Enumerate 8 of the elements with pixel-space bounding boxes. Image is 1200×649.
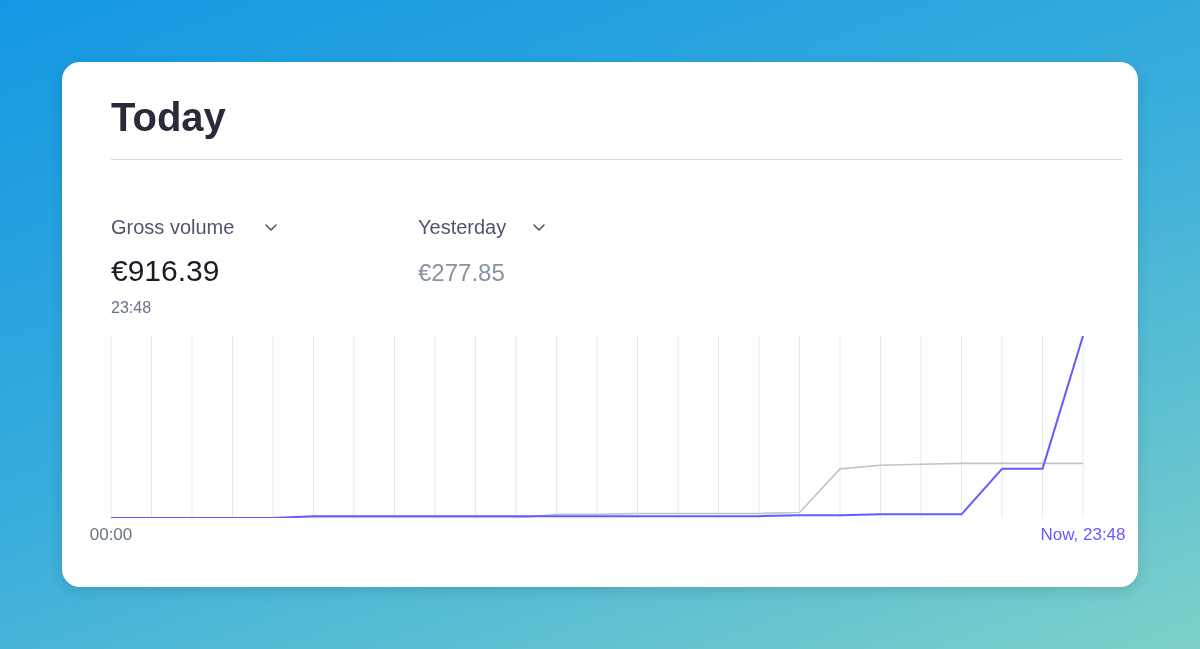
x-tick-label: Now, 23:48 bbox=[1040, 525, 1126, 544]
text: Yesterday bbox=[418, 216, 507, 239]
chart-title: Today bbox=[111, 95, 226, 140]
text: 23:48 bbox=[111, 299, 152, 317]
text: €277.85 bbox=[418, 259, 505, 287]
x-tick-label: 00:00 bbox=[89, 525, 133, 544]
text: €916.39 bbox=[111, 254, 220, 288]
text: Gross volume bbox=[111, 216, 235, 239]
